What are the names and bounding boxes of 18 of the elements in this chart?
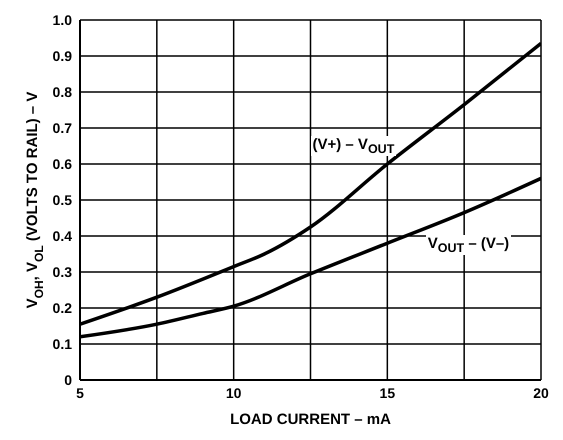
y-tick-label: 0.9 — [52, 48, 72, 64]
x-tick-label: 10 — [226, 384, 242, 401]
x-tick-label: 5 — [76, 384, 84, 401]
y-tick-label: 0.4 — [52, 228, 72, 244]
y-tick-label: 1.0 — [52, 12, 72, 28]
y-tick-label: 0.5 — [52, 192, 72, 208]
x-axis-title: LOAD CURRENT – mA — [230, 411, 392, 428]
annotation: (V+) – V$_{OUT}$ — [310, 136, 396, 156]
y-tick-label: 0.7 — [52, 120, 72, 136]
x-tick-label: 20 — [533, 384, 549, 401]
y-tick-label: 0 — [64, 372, 72, 388]
y-tick-label: 0.1 — [52, 336, 72, 352]
y-tick-label: 0.2 — [52, 300, 72, 316]
y-tick-label: 0.8 — [52, 84, 72, 100]
annotation: V$_{OUT}$ – (V–) — [426, 235, 512, 255]
y-tick-label: 0.3 — [52, 264, 72, 280]
x-tick-label: 15 — [380, 384, 396, 401]
y-tick-label: 0.6 — [52, 156, 72, 172]
